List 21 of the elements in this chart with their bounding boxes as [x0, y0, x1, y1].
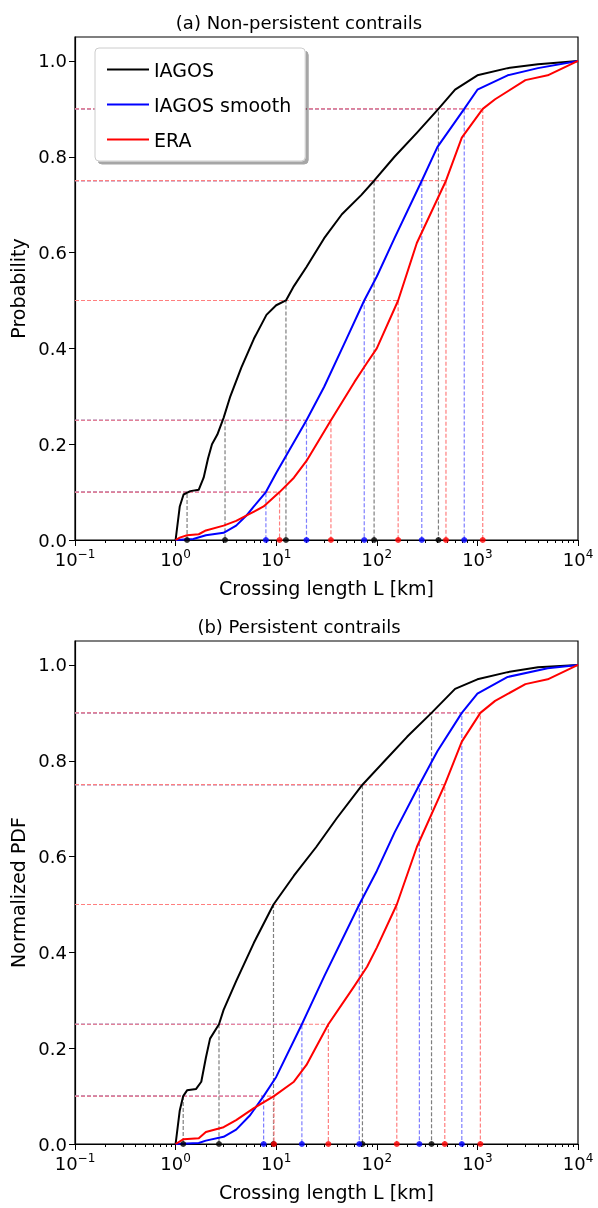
x-axis-title: Crossing length L [km]: [218, 1180, 435, 1203]
y-axis-title: Normalized PDF: [6, 817, 29, 968]
x-axis-title: Crossing length L [km]: [218, 576, 435, 599]
y-tick-label: 0.0: [38, 529, 67, 551]
legend-label: IAGOS: [154, 58, 215, 81]
y-tick-label: 0.8: [38, 146, 67, 168]
y-tick-label: 0.4: [38, 941, 67, 963]
chart-title: (b) Persistent contrails: [197, 615, 401, 637]
y-tick-label: 0.2: [38, 1037, 67, 1059]
y-tick-label: 1.0: [38, 50, 67, 72]
y-axis-title: Probability: [6, 238, 29, 339]
y-tick-label: 0.6: [38, 242, 67, 264]
y-tick-label: 0.0: [38, 1133, 67, 1155]
chart-title: (a) Non-persistent contrails: [175, 11, 423, 33]
y-tick-label: 1.0: [38, 654, 67, 676]
y-tick-label: 0.8: [38, 750, 67, 772]
legend-label: IAGOS smooth: [154, 93, 292, 116]
y-tick-label: 0.6: [38, 846, 67, 868]
y-tick-label: 0.2: [38, 433, 67, 455]
y-tick-label: 0.4: [38, 337, 67, 359]
legend-label: ERA: [154, 128, 192, 151]
